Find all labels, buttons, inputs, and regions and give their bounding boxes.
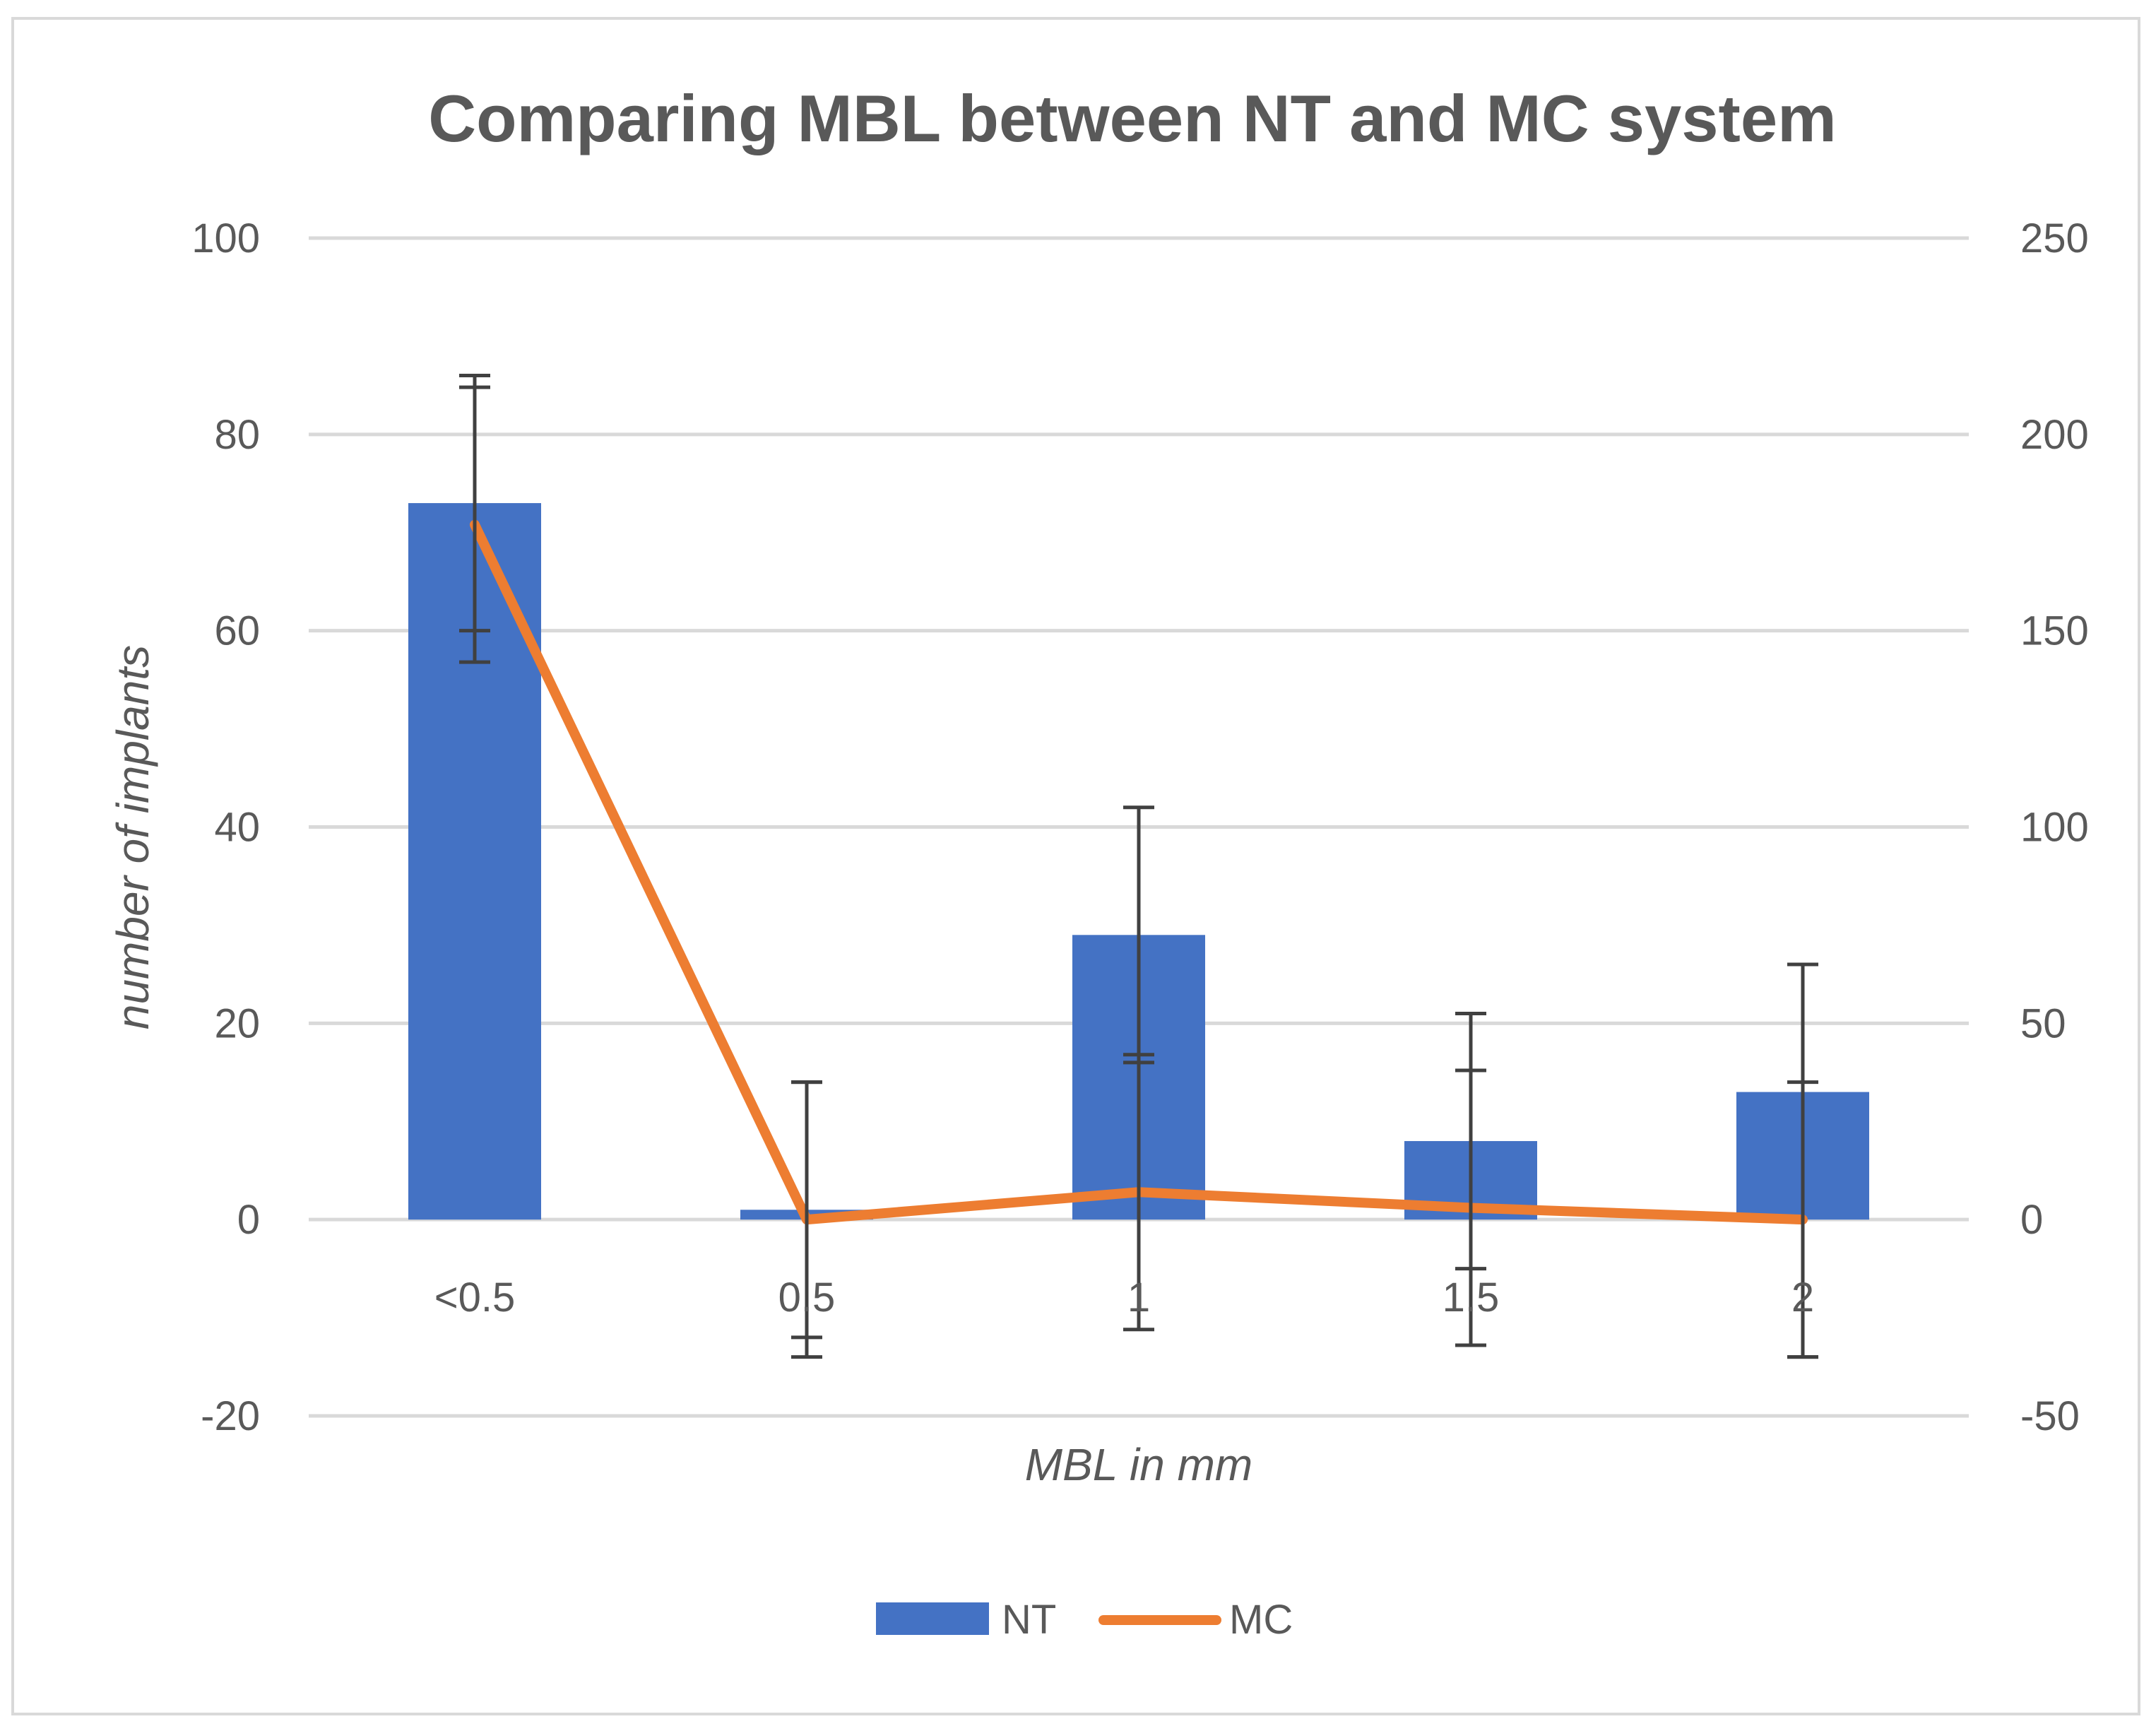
mc-error-bar — [791, 1080, 822, 1359]
x-tick-label: 1 — [1127, 1275, 1150, 1321]
chart-title: Comparing MBL between NT and MC system — [428, 81, 1836, 155]
y-tick-label: 40 — [214, 805, 260, 851]
y2-tick-label: 100 — [2020, 805, 2089, 851]
legend-nt-swatch — [876, 1602, 989, 1635]
y2-tick-label: 0 — [2020, 1197, 2043, 1243]
y2-tick-label: 50 — [2020, 1000, 2066, 1046]
x-tick-label: 0.5 — [778, 1275, 836, 1321]
y2-tick-label: 250 — [2020, 215, 2089, 261]
y-tick-label: 20 — [214, 1000, 260, 1046]
y2-tick-label: 200 — [2020, 412, 2089, 458]
y-tick-label: 0 — [237, 1197, 260, 1243]
x-axis-title: MBL in mm — [1025, 1439, 1252, 1490]
mc-error-bar — [1455, 1068, 1486, 1347]
y-axis-title: number of implants — [107, 645, 158, 1029]
legend-nt-label: NT — [1002, 1597, 1056, 1643]
chart-border — [11, 17, 2140, 1715]
legend-mc-label: MC — [1229, 1597, 1293, 1643]
mc-error-bar — [1123, 1053, 1154, 1332]
error-bars — [459, 373, 1818, 1359]
y-tick-label: -20 — [201, 1393, 260, 1439]
y2-tick-label: 150 — [2020, 608, 2089, 654]
x-tick-label: <0.5 — [434, 1275, 516, 1321]
y2-axis-ticks: -50 0 50 100 150 200 250 — [2020, 215, 2089, 1439]
mc-error-bar — [459, 385, 490, 664]
x-tick-label: 2 — [1791, 1275, 1814, 1321]
y-tick-label: 80 — [214, 412, 260, 458]
x-axis-ticks: <0.5 0.5 1 1.5 2 — [434, 1275, 1814, 1321]
y2-tick-label: -50 — [2020, 1393, 2080, 1439]
legend: NT MC — [876, 1597, 1293, 1643]
y-tick-label: 100 — [191, 215, 260, 261]
x-tick-label: 1.5 — [1443, 1275, 1500, 1321]
y-tick-label: 60 — [214, 608, 260, 654]
y-axis-ticks: -20 0 20 40 60 80 100 — [191, 215, 260, 1439]
mc-error-bar — [1787, 1080, 1818, 1359]
